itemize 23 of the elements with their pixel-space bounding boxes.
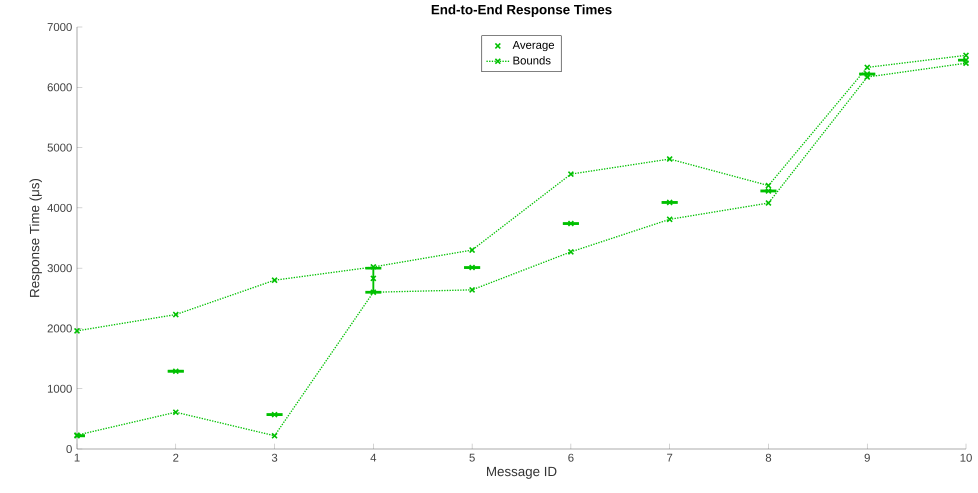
x-tick-label: 4: [370, 454, 376, 462]
legend-label: Bounds: [513, 56, 551, 64]
x-tick-label: 7: [667, 454, 672, 462]
y-tick-label: 5000: [48, 144, 72, 152]
x-tick-label: 6: [568, 454, 574, 462]
x-tick-label: 1: [74, 454, 80, 462]
x-tick-label: 2: [173, 454, 178, 462]
y-tick-label: 7000: [48, 23, 72, 32]
chart-title: End-to-End Response Times: [432, 4, 612, 17]
legend-label: Average: [512, 41, 554, 52]
y-tick-label: 4000: [47, 204, 72, 212]
y-tick-label: 0: [66, 444, 72, 454]
y-tick-label: 2000: [48, 324, 72, 332]
x-axis-title: Message ID: [487, 466, 556, 479]
y-tick-label: 6000: [48, 83, 72, 92]
y-tick-label: 3000: [48, 264, 72, 272]
x-tick-label: 9: [864, 454, 870, 462]
x-tick-label: 3: [272, 454, 278, 462]
y-tick-label: 1000: [48, 384, 72, 393]
y-axis-title: Response Time (μs): [29, 178, 42, 297]
x-tick-label: 10: [960, 454, 972, 462]
x-tick-label: 5: [469, 454, 475, 462]
x-tick-label: 8: [766, 454, 772, 462]
